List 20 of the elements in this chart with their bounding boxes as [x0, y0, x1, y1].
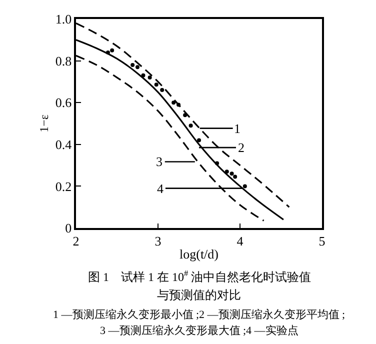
caption: 图 1 试样 1 在 10$^{#}$ 油中自然老化时试验值 [88, 269, 312, 284]
text: 3 —预测压缩永久变形最大值 ;4 —实验点 [100, 324, 298, 337]
annotation: 2 [238, 140, 244, 155]
text: 1 —预测压缩永久变形最小值 ;2 —预测压缩永久变形平均值 ; [53, 308, 346, 321]
y-tick-label: 0.6 [55, 95, 72, 110]
text: 与预测值的对比 [157, 288, 241, 302]
annotation: 1 [234, 121, 240, 136]
y-tick-label: 0.8 [55, 53, 72, 68]
x-tick-label: 5 [318, 233, 326, 248]
y-tick-label: 0 [65, 220, 72, 236]
x-tick-label: 3 [154, 233, 162, 248]
annotation: 4 [157, 181, 164, 196]
x-tick-label: 2 [72, 233, 80, 248]
y-tick-label: 0.4 [55, 136, 72, 152]
y-tick-label: 0.2 [55, 178, 72, 194]
x-axis-title: log(t/d) [180, 246, 218, 262]
y-tick-label: 1.0 [55, 12, 72, 27]
y-axis-title: 1−ε [37, 114, 52, 132]
annotation: 3 [156, 154, 162, 169]
x-tick-label: 4 [236, 233, 244, 248]
